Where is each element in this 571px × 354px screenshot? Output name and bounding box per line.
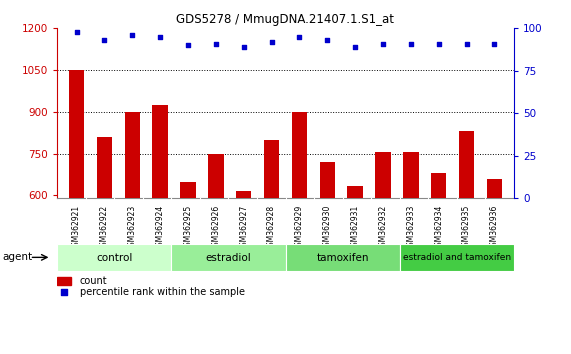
Point: [462, 41, 471, 46]
Bar: [320, 162, 335, 198]
Point: [59, 289, 69, 295]
Bar: [152, 105, 168, 198]
Point: [379, 41, 388, 46]
Point: [183, 42, 192, 48]
Bar: [292, 112, 307, 198]
Bar: [124, 112, 140, 198]
Point: [295, 34, 304, 40]
Title: GDS5278 / MmugDNA.21407.1.S1_at: GDS5278 / MmugDNA.21407.1.S1_at: [176, 13, 395, 26]
Bar: [208, 154, 223, 198]
Bar: [375, 152, 391, 198]
Point: [128, 32, 137, 38]
Point: [351, 44, 360, 50]
Bar: [69, 70, 85, 198]
Bar: [286, 244, 400, 271]
Bar: [180, 182, 196, 198]
Text: control: control: [96, 252, 132, 263]
Point: [100, 38, 109, 43]
Point: [323, 38, 332, 43]
Point: [490, 41, 499, 46]
Bar: [348, 186, 363, 198]
Point: [239, 44, 248, 50]
Bar: [400, 244, 514, 271]
Point: [155, 34, 164, 40]
Bar: [171, 244, 286, 271]
Point: [211, 41, 220, 46]
Point: [72, 29, 81, 35]
Text: agent: agent: [3, 252, 33, 262]
Text: count: count: [80, 276, 107, 286]
Bar: [57, 277, 71, 285]
Bar: [403, 152, 419, 198]
Text: estradiol: estradiol: [206, 252, 251, 263]
Bar: [264, 140, 279, 198]
Bar: [486, 179, 502, 198]
Bar: [57, 244, 171, 271]
Point: [407, 41, 416, 46]
Bar: [459, 131, 474, 198]
Bar: [236, 191, 251, 198]
Bar: [431, 173, 447, 198]
Text: estradiol and tamoxifen: estradiol and tamoxifen: [403, 253, 511, 262]
Point: [267, 39, 276, 45]
Text: tamoxifen: tamoxifen: [316, 252, 369, 263]
Point: [434, 41, 443, 46]
Text: percentile rank within the sample: percentile rank within the sample: [80, 287, 245, 297]
Bar: [97, 137, 112, 198]
